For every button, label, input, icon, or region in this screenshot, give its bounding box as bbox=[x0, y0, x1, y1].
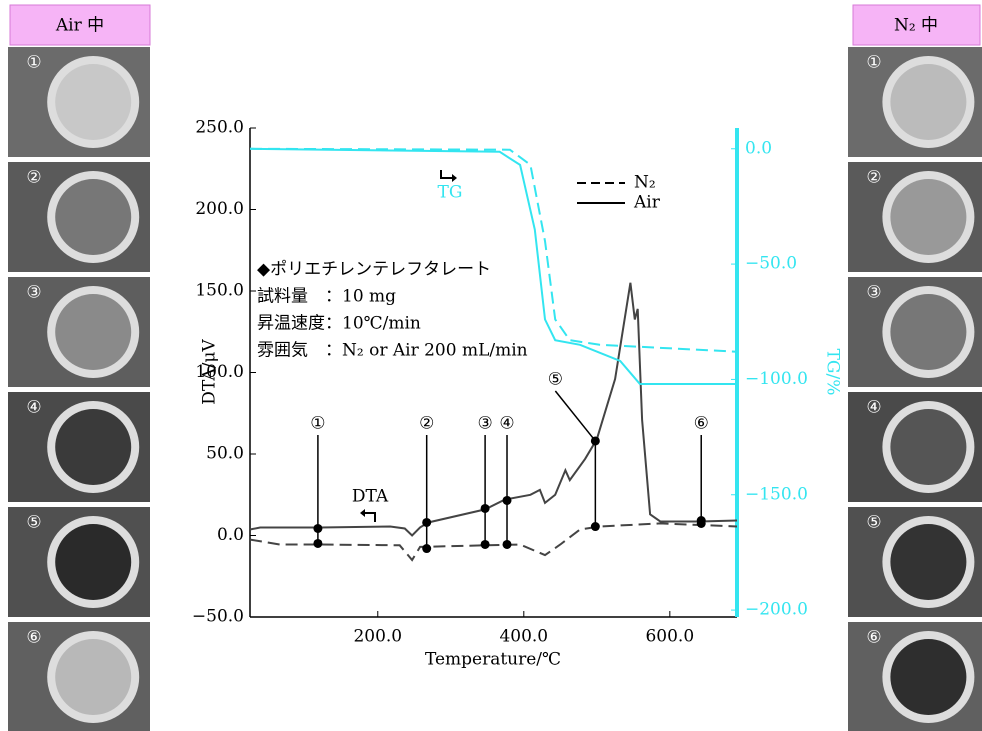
sample-dish bbox=[55, 179, 131, 255]
dta-annotation: DTA bbox=[352, 487, 389, 507]
y2-axis-label: TG/% bbox=[823, 349, 843, 396]
panel-header: Air 中 bbox=[55, 16, 104, 36]
legend-label: Air bbox=[633, 193, 661, 213]
y-tick-label: 50.0 bbox=[206, 444, 244, 464]
arrow-head bbox=[452, 174, 457, 182]
photo-label: ⑤ bbox=[26, 513, 41, 533]
dta-arrow bbox=[365, 513, 375, 522]
info-text: ◆ポリエチレンテレフタレート bbox=[257, 260, 491, 280]
info-text: 試料量 ：10 mg bbox=[257, 287, 396, 307]
y2-tick-label: −100.0 bbox=[745, 369, 808, 389]
air-point bbox=[503, 496, 512, 505]
marker-leader bbox=[555, 391, 595, 441]
marker-label: ⑥ bbox=[694, 414, 709, 434]
x-tick-label: 200.0 bbox=[353, 627, 402, 647]
series-line bbox=[250, 523, 737, 560]
panel-header: N₂ 中 bbox=[894, 16, 938, 36]
marker-label: ⑤ bbox=[548, 370, 563, 390]
photo-label: ⑥ bbox=[26, 628, 41, 648]
photo-label: ⑥ bbox=[866, 628, 881, 648]
air-point bbox=[313, 524, 322, 533]
n2-point bbox=[313, 539, 322, 548]
y2-tick-label: −150.0 bbox=[745, 484, 808, 504]
y-tick-label: 150.0 bbox=[195, 281, 244, 301]
photo-label: ⑤ bbox=[866, 513, 881, 533]
n2-point bbox=[422, 544, 431, 553]
y2-tick-label: 0.0 bbox=[745, 138, 772, 158]
info-text: 雰囲気 ：N₂ or Air 200 mL/min bbox=[257, 341, 528, 361]
page: Air 中 N₂ 中 DTA/μV TG/% Temperature/℃ ①②③… bbox=[0, 0, 982, 731]
sample-dish bbox=[890, 294, 966, 370]
n2-point bbox=[481, 540, 490, 549]
legend-label: N₂ bbox=[634, 173, 656, 193]
sample-dish bbox=[55, 524, 131, 600]
sample-dish bbox=[55, 294, 131, 370]
sample-dish bbox=[890, 524, 966, 600]
marker-label: ① bbox=[310, 414, 325, 434]
sample-dish bbox=[890, 639, 966, 715]
tg-annotation: TG bbox=[438, 183, 463, 203]
sample-dish bbox=[55, 409, 131, 485]
y2-tick-label: −50.0 bbox=[745, 254, 797, 274]
marker-label: ② bbox=[419, 414, 434, 434]
sample-dish bbox=[890, 409, 966, 485]
air-point bbox=[481, 504, 490, 513]
n2-point bbox=[697, 519, 706, 528]
sample-dish bbox=[890, 64, 966, 140]
photo-label: ④ bbox=[866, 398, 881, 418]
air-point bbox=[422, 518, 431, 527]
tg-arrow bbox=[441, 170, 452, 178]
y-tick-label: −50.0 bbox=[192, 607, 244, 627]
x-tick-label: 400.0 bbox=[499, 627, 548, 647]
photo-label: ③ bbox=[26, 283, 41, 303]
n2-point bbox=[591, 522, 600, 531]
photo-label: ② bbox=[26, 168, 41, 188]
marker-label: ③ bbox=[477, 414, 492, 434]
photo-label: ① bbox=[26, 53, 41, 73]
n2-point bbox=[503, 540, 512, 549]
info-text: 昇温速度：10℃/min bbox=[257, 314, 421, 334]
photo-label: ③ bbox=[866, 283, 881, 303]
arrow-head bbox=[360, 509, 365, 517]
marker-label: ④ bbox=[499, 414, 514, 434]
y-tick-label: 200.0 bbox=[195, 199, 244, 219]
x-tick-label: 600.0 bbox=[645, 627, 694, 647]
sample-dish bbox=[55, 639, 131, 715]
y2-tick-label: −200.0 bbox=[745, 600, 808, 620]
y-tick-label: 250.0 bbox=[195, 118, 244, 138]
sample-dish bbox=[890, 179, 966, 255]
photo-label: ④ bbox=[26, 398, 41, 418]
photo-label: ② bbox=[866, 168, 881, 188]
y-tick-label: 100.0 bbox=[195, 362, 244, 382]
x-axis-label: Temperature/℃ bbox=[425, 650, 561, 670]
sample-dish bbox=[55, 64, 131, 140]
air-point bbox=[591, 436, 600, 445]
y-tick-label: 0.0 bbox=[217, 525, 244, 545]
photo-label: ① bbox=[866, 53, 881, 73]
